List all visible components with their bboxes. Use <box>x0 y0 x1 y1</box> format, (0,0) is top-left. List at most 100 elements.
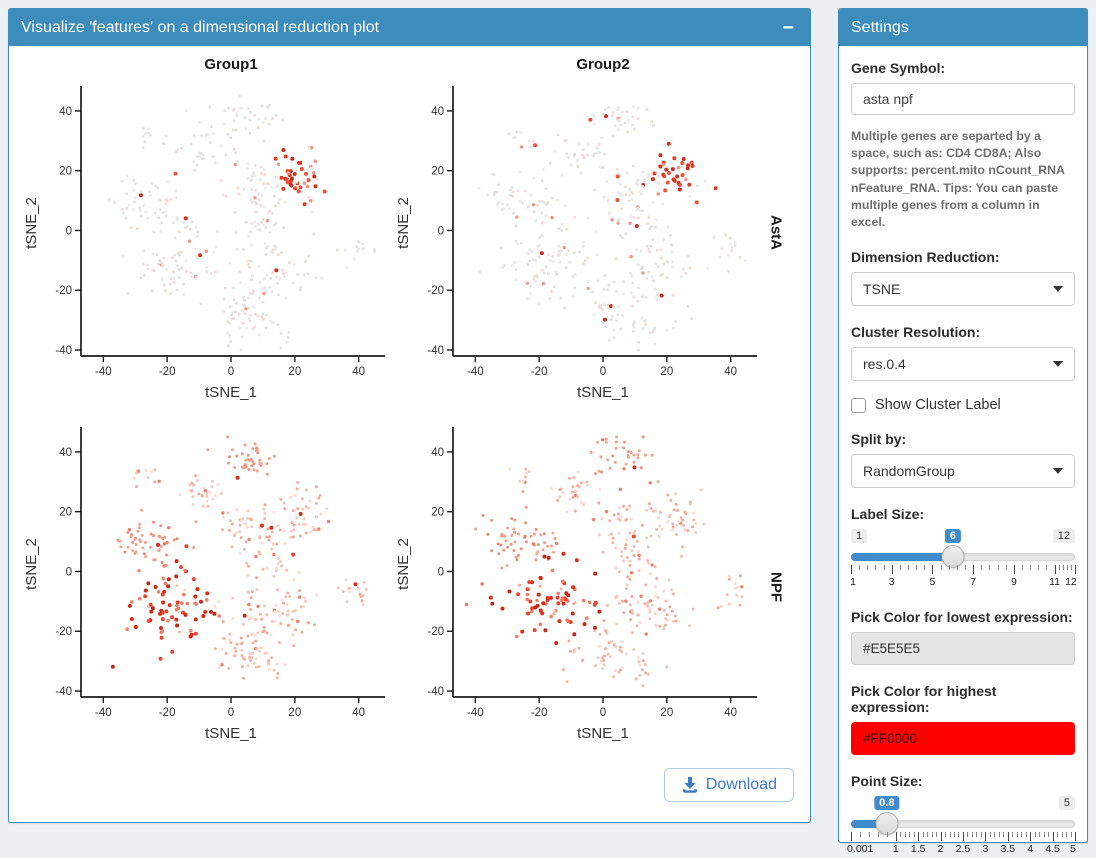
dimension-reduction-select[interactable]: TSNE <box>851 272 1075 307</box>
slider-grid-tick <box>895 832 897 842</box>
show-cluster-label-checkbox[interactable]: Show Cluster Label <box>851 397 1075 413</box>
download-label: Download <box>705 776 777 793</box>
slider-grid-minor-tick <box>989 832 991 838</box>
svg-text:0: 0 <box>600 366 606 378</box>
settings-panel: Settings Gene Symbol: Multiple genes are… <box>838 8 1088 855</box>
svg-text:20: 20 <box>288 366 301 378</box>
slider-grid-minor-tick <box>1048 832 1050 838</box>
split-by-label: Split by: <box>851 431 907 448</box>
svg-text:20: 20 <box>59 166 72 178</box>
slider-grid-minor-tick <box>1025 832 1027 838</box>
svg-text:-20: -20 <box>531 366 548 378</box>
slider-grid-minor-tick <box>940 565 942 571</box>
slider-grid-tick <box>851 565 852 575</box>
split-by-select[interactable]: RandomGroup <box>851 454 1075 489</box>
slider-grid-minor-tick <box>956 565 958 571</box>
slider-grid-minor-tick <box>913 832 915 838</box>
svg-text:-40: -40 <box>55 345 72 357</box>
svg-text:40: 40 <box>59 106 72 118</box>
svg-text:20: 20 <box>660 707 673 719</box>
slider-grid-minor-tick <box>1070 565 1072 571</box>
slider-grid-minor-tick <box>1003 832 1005 838</box>
facet-title-group1: Group1 <box>204 56 258 73</box>
slider-grid-minor-tick <box>998 832 1000 838</box>
slider-grid-minor-tick <box>1030 565 1032 571</box>
slider-grid-label: 3.5 <box>1000 843 1016 856</box>
download-button[interactable]: Download <box>663 768 794 802</box>
chevron-down-icon <box>1053 286 1063 293</box>
svg-text:-20: -20 <box>427 626 444 638</box>
svg-text:40: 40 <box>724 707 737 719</box>
slider-grid-label: 5 <box>929 576 936 589</box>
slider-grid-minor-tick <box>886 832 888 838</box>
svg-text:0: 0 <box>66 566 72 578</box>
split-by-value: RandomGroup <box>863 463 955 480</box>
svg-text:tSNE_1: tSNE_1 <box>205 384 257 401</box>
facet-title-group2: Group2 <box>576 56 630 73</box>
slider-grid-minor-tick <box>980 832 982 838</box>
slider-grid-label: 0.001 <box>847 843 874 856</box>
slider-value-badge: 0.8 <box>874 796 900 811</box>
svg-text:-20: -20 <box>427 285 444 297</box>
slider-grid-minor-tick <box>945 832 947 838</box>
box-title: Visualize 'features' on a dimensional re… <box>21 18 380 36</box>
plot-cell-asta-group1: Group1 -40 -20 0 20 40 -40 -20 0 20 40 tSNE_1 tSNE_… <box>19 52 391 413</box>
slider-grid-minor-tick <box>989 565 991 571</box>
high-color-label: Pick Color for highest expression: <box>851 683 997 716</box>
svg-text:-40: -40 <box>95 366 112 378</box>
svg-text:0: 0 <box>600 707 606 719</box>
gene-symbol-input[interactable] <box>851 83 1075 115</box>
slider-grid-minor-tick <box>899 565 901 571</box>
svg-text:-40: -40 <box>427 686 444 698</box>
slider-grid-tick <box>1030 832 1032 842</box>
slider-grid-minor-tick <box>994 832 996 838</box>
svg-text:40: 40 <box>724 366 737 378</box>
tsne-plot-asta-group2: -40 -20 0 20 40 -40 -20 0 20 40 tSNE_1 tSNE_2 <box>395 86 757 401</box>
slider-grid-minor-tick <box>1046 565 1048 571</box>
slider-grid-minor-tick <box>931 832 933 838</box>
slider-grid-minor-tick <box>875 565 877 571</box>
slider-grid-tick <box>962 832 964 842</box>
cluster-resolution-select[interactable]: res.0.4 <box>851 347 1075 382</box>
slider-grid-label: 12 <box>1065 576 1077 589</box>
slider-grid-minor-tick <box>1039 832 1041 838</box>
plot-cell-asta-group2: Group2 -40 -20 0 20 40 -40 -20 0 20 40 tSNE_1 tSNE_… <box>391 52 763 413</box>
svg-text:-40: -40 <box>55 686 72 698</box>
slider-grid-minor-tick <box>954 832 956 838</box>
point-size-slider[interactable]: 5 0.8 0.001 1 1.5 2 2.5 3 3.5 4 4.5 5 <box>847 796 1076 858</box>
slider-grid-label: 1 <box>850 576 856 589</box>
tsne-plot-npf-group1: -40 -20 0 20 40 -40 -20 0 20 40 tSNE_1 tSNE_2 <box>23 427 385 742</box>
label-size-slider[interactable]: 1 12 6 1 3 5 7 9 11 12 <box>850 529 1077 591</box>
collapse-box-button[interactable]: − <box>778 18 798 38</box>
lowest-expression-color-input[interactable] <box>851 632 1075 666</box>
svg-text:tSNE_2: tSNE_2 <box>395 538 412 590</box>
slider-grid-label: 3 <box>888 576 895 589</box>
slider-min-badge: 1 <box>851 529 868 544</box>
slider-grid-minor-tick <box>908 565 910 571</box>
svg-text:-20: -20 <box>159 366 176 378</box>
svg-text:-40: -40 <box>467 707 484 719</box>
highest-expression-color-input[interactable] <box>851 722 1075 756</box>
slider-max-badge: 5 <box>1058 796 1075 811</box>
slider-grid-minor-tick <box>1043 832 1045 838</box>
checkbox-icon[interactable] <box>851 397 866 413</box>
settings-header: Settings <box>839 9 1087 46</box>
slider-grid-minor-tick <box>859 832 861 838</box>
svg-text:20: 20 <box>288 707 301 719</box>
svg-text:40: 40 <box>352 366 365 378</box>
dimension-reduction-value: TSNE <box>863 281 901 298</box>
slider-grid-minor-tick <box>1038 565 1040 571</box>
slider-grid-minor-tick <box>1021 832 1023 838</box>
gene-symbol-label: Gene Symbol: <box>851 60 946 76</box>
svg-text:40: 40 <box>431 106 444 118</box>
slider-grid-minor-tick <box>909 832 911 838</box>
slider-handle[interactable] <box>941 545 965 569</box>
slider-grid-minor-tick <box>916 565 918 571</box>
slider-grid-minor-tick <box>1070 832 1072 838</box>
slider-grid-label: 11 <box>1049 576 1061 589</box>
svg-text:20: 20 <box>431 507 444 519</box>
slider-grid-minor-tick <box>924 565 926 571</box>
slider-grid-tick <box>1075 832 1076 842</box>
slider-max-badge: 12 <box>1052 529 1075 544</box>
slider-grid-minor-tick <box>936 832 938 838</box>
